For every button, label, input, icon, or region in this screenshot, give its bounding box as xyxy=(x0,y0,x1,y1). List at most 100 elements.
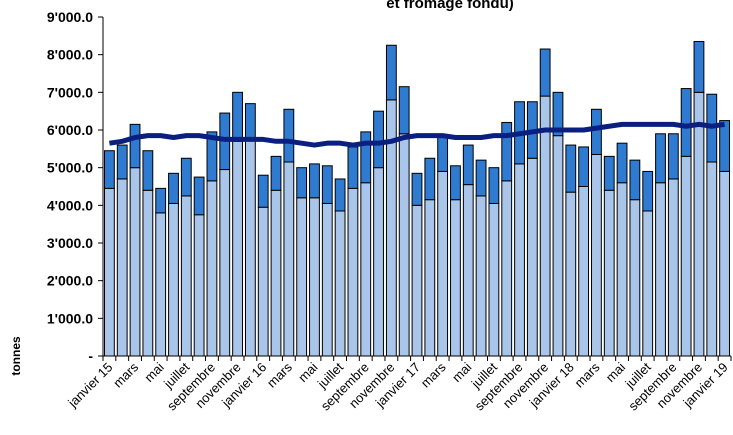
bar-segment xyxy=(411,172,423,206)
bar-segment xyxy=(450,165,461,201)
bar-segment xyxy=(193,214,205,357)
bar-segment xyxy=(475,195,487,357)
bar-segment xyxy=(283,161,295,357)
bar-segment xyxy=(680,88,692,157)
bar-segment xyxy=(552,91,564,137)
bar-segment xyxy=(129,123,141,169)
bar-segment xyxy=(398,133,410,357)
bar-segment xyxy=(655,182,666,357)
y-tick-label: 4'000.0 xyxy=(47,197,93,213)
bar-segment xyxy=(552,135,564,357)
bar-segment xyxy=(232,91,243,142)
y-tick-label: 6'000.0 xyxy=(47,122,93,138)
y-tick-label: - xyxy=(88,348,93,364)
bar-segment xyxy=(462,184,474,357)
bar-segment xyxy=(296,167,308,199)
x-tick-label: mars xyxy=(572,359,603,390)
bar-segment xyxy=(244,103,256,140)
y-tick-label: 8'000.0 xyxy=(47,47,93,63)
bar-segment xyxy=(257,206,269,357)
bar-segment xyxy=(526,157,538,357)
bar-segment xyxy=(603,155,615,191)
bar-segment xyxy=(360,182,372,357)
trend-line xyxy=(109,121,725,148)
bar-segment xyxy=(104,150,115,189)
bar-segment xyxy=(450,199,461,357)
bar-segment xyxy=(642,170,654,212)
bar-segment xyxy=(680,155,692,357)
bar-segment xyxy=(270,189,282,357)
bar-segment xyxy=(578,186,590,357)
bar-segment xyxy=(693,40,705,93)
x-tick-label: janvier 15 xyxy=(64,360,115,411)
bar-segment xyxy=(591,108,602,155)
bar-segment xyxy=(283,108,295,163)
bar-segment xyxy=(475,159,487,197)
bar-segment xyxy=(155,187,167,214)
bar-segment xyxy=(219,169,231,357)
y-tick-label: 9'000.0 xyxy=(47,9,93,25)
bar-segment xyxy=(642,210,654,357)
bar-segment xyxy=(168,172,179,204)
x-tick-label: mars xyxy=(264,359,295,390)
bar-segment xyxy=(104,187,115,357)
bar-segment xyxy=(309,197,320,357)
bar-segment xyxy=(693,91,705,357)
bar-segment xyxy=(321,165,333,204)
bar-segment xyxy=(155,212,167,357)
bar-segment xyxy=(437,170,449,357)
y-tick-label: 1'000.0 xyxy=(47,310,93,326)
bar-segment xyxy=(116,144,128,180)
y-tick-label: 3'000.0 xyxy=(47,235,93,251)
x-tick-label: mars xyxy=(110,359,141,390)
bar-segment xyxy=(398,86,410,135)
bar-segment xyxy=(488,202,500,357)
bar-segment xyxy=(501,180,513,357)
bar-segment xyxy=(616,142,628,184)
bar-segment xyxy=(360,131,372,184)
bar-segment xyxy=(667,133,679,180)
bar-segment xyxy=(488,167,500,204)
y-tick-label: 2'000.0 xyxy=(47,273,93,289)
bar-segment xyxy=(411,204,423,357)
bar-segment xyxy=(142,150,154,191)
bar-segment xyxy=(206,180,218,357)
bar-segment xyxy=(142,189,154,357)
bar-segment xyxy=(129,167,141,357)
bar-segment xyxy=(629,159,641,201)
bar-segment xyxy=(385,44,397,101)
bar-segment xyxy=(180,157,192,197)
bar-segment xyxy=(334,178,346,212)
bar-segment xyxy=(655,133,666,184)
y-tick-label: 5'000.0 xyxy=(47,160,93,176)
bar-segment xyxy=(629,199,641,357)
bar-segment xyxy=(514,163,525,357)
bar-segment xyxy=(437,135,449,172)
y-axis-label: tonnes xyxy=(9,336,23,376)
bar-segment xyxy=(334,210,346,357)
bar-segment xyxy=(373,167,384,357)
bar-segment xyxy=(539,95,551,357)
bar-segment xyxy=(539,48,551,97)
bar-segment xyxy=(462,144,474,186)
bar-segment xyxy=(565,144,577,193)
bar-segment xyxy=(180,195,192,357)
bar-segment xyxy=(706,161,718,357)
bar-segment xyxy=(591,153,602,357)
bar-segment xyxy=(347,146,359,189)
bar-segment xyxy=(321,202,333,357)
bar-segment xyxy=(424,157,436,201)
bar-segment xyxy=(270,155,282,191)
bar-segment xyxy=(193,176,205,216)
bar-segment xyxy=(424,199,436,357)
bar-segment xyxy=(719,170,730,357)
bar-segment xyxy=(565,191,577,357)
bar-segment xyxy=(616,182,628,357)
bar-segment xyxy=(296,197,308,357)
bar-segment xyxy=(232,140,243,357)
bar-segment xyxy=(347,187,359,357)
bar-segment xyxy=(578,146,590,187)
bar-segment xyxy=(501,121,513,182)
bar-segment xyxy=(309,163,320,199)
